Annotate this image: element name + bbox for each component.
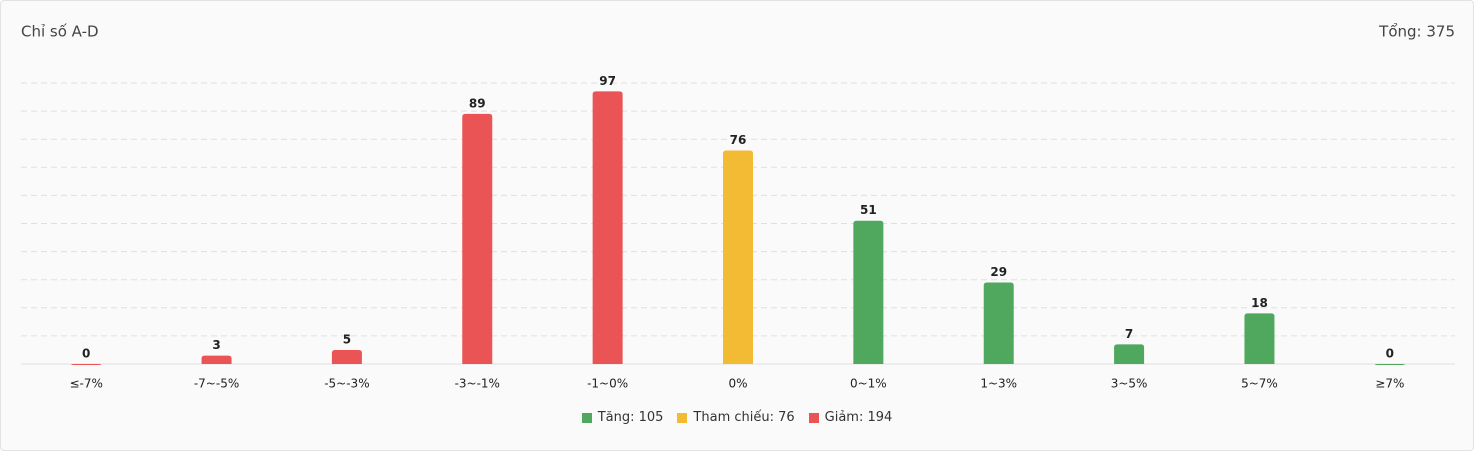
- x-tick-label: 0~1%: [850, 377, 887, 391]
- legend-item[interactable]: Giảm: 194: [808, 410, 893, 425]
- value-label: 0: [82, 347, 90, 361]
- value-label: 5: [343, 332, 351, 346]
- legend-label: Tăng: 105: [597, 410, 664, 425]
- value-label: 97: [599, 74, 616, 88]
- bar: [462, 113, 493, 364]
- chart-title: Chỉ số A-D: [21, 23, 99, 41]
- bar: [71, 364, 102, 365]
- value-label: 3: [212, 338, 220, 352]
- legend-swatch: [581, 412, 592, 423]
- x-tick-label: -7~-5%: [194, 377, 239, 391]
- legend-label: Giảm: 194: [824, 410, 893, 425]
- x-tick-label: 3~5%: [1111, 377, 1148, 391]
- value-label: 7: [1125, 327, 1133, 341]
- bar: [592, 91, 623, 365]
- x-tick-label: 1~3%: [980, 377, 1017, 391]
- value-label: 29: [990, 265, 1007, 279]
- legend-item[interactable]: Tăng: 105: [581, 410, 664, 425]
- x-tick-label: -3~-1%: [455, 377, 500, 391]
- legend-swatch: [677, 412, 688, 423]
- x-tick-label: -5~-3%: [324, 377, 369, 391]
- x-tick-label: ≤-7%: [69, 377, 102, 391]
- bar: [1114, 344, 1145, 364]
- bar: [201, 355, 232, 364]
- bar: [723, 150, 753, 364]
- bar: [1244, 313, 1275, 364]
- value-label: 89: [469, 96, 486, 110]
- legend-label: Tham chiếu: 76: [693, 410, 795, 425]
- bar: [983, 282, 1014, 364]
- total-label: Tổng: 375: [1378, 23, 1455, 41]
- bar: [853, 220, 884, 364]
- bar: [1374, 364, 1405, 365]
- legend-swatch: [808, 412, 819, 423]
- bar: [331, 349, 362, 364]
- value-label: 51: [860, 203, 877, 217]
- x-tick-label: ≥7%: [1375, 377, 1404, 391]
- x-tick-label: -1~0%: [587, 377, 628, 391]
- x-tick-label: 5~7%: [1241, 377, 1278, 391]
- value-label: 76: [730, 133, 747, 147]
- value-label: 18: [1251, 296, 1268, 310]
- x-tick-label: 0%: [728, 377, 747, 391]
- value-label: 0: [1386, 347, 1394, 361]
- legend: Tăng: 105 Tham chiếu: 76 Giảm: 194: [1, 410, 1473, 425]
- legend-item[interactable]: Tham chiếu: 76: [677, 410, 795, 425]
